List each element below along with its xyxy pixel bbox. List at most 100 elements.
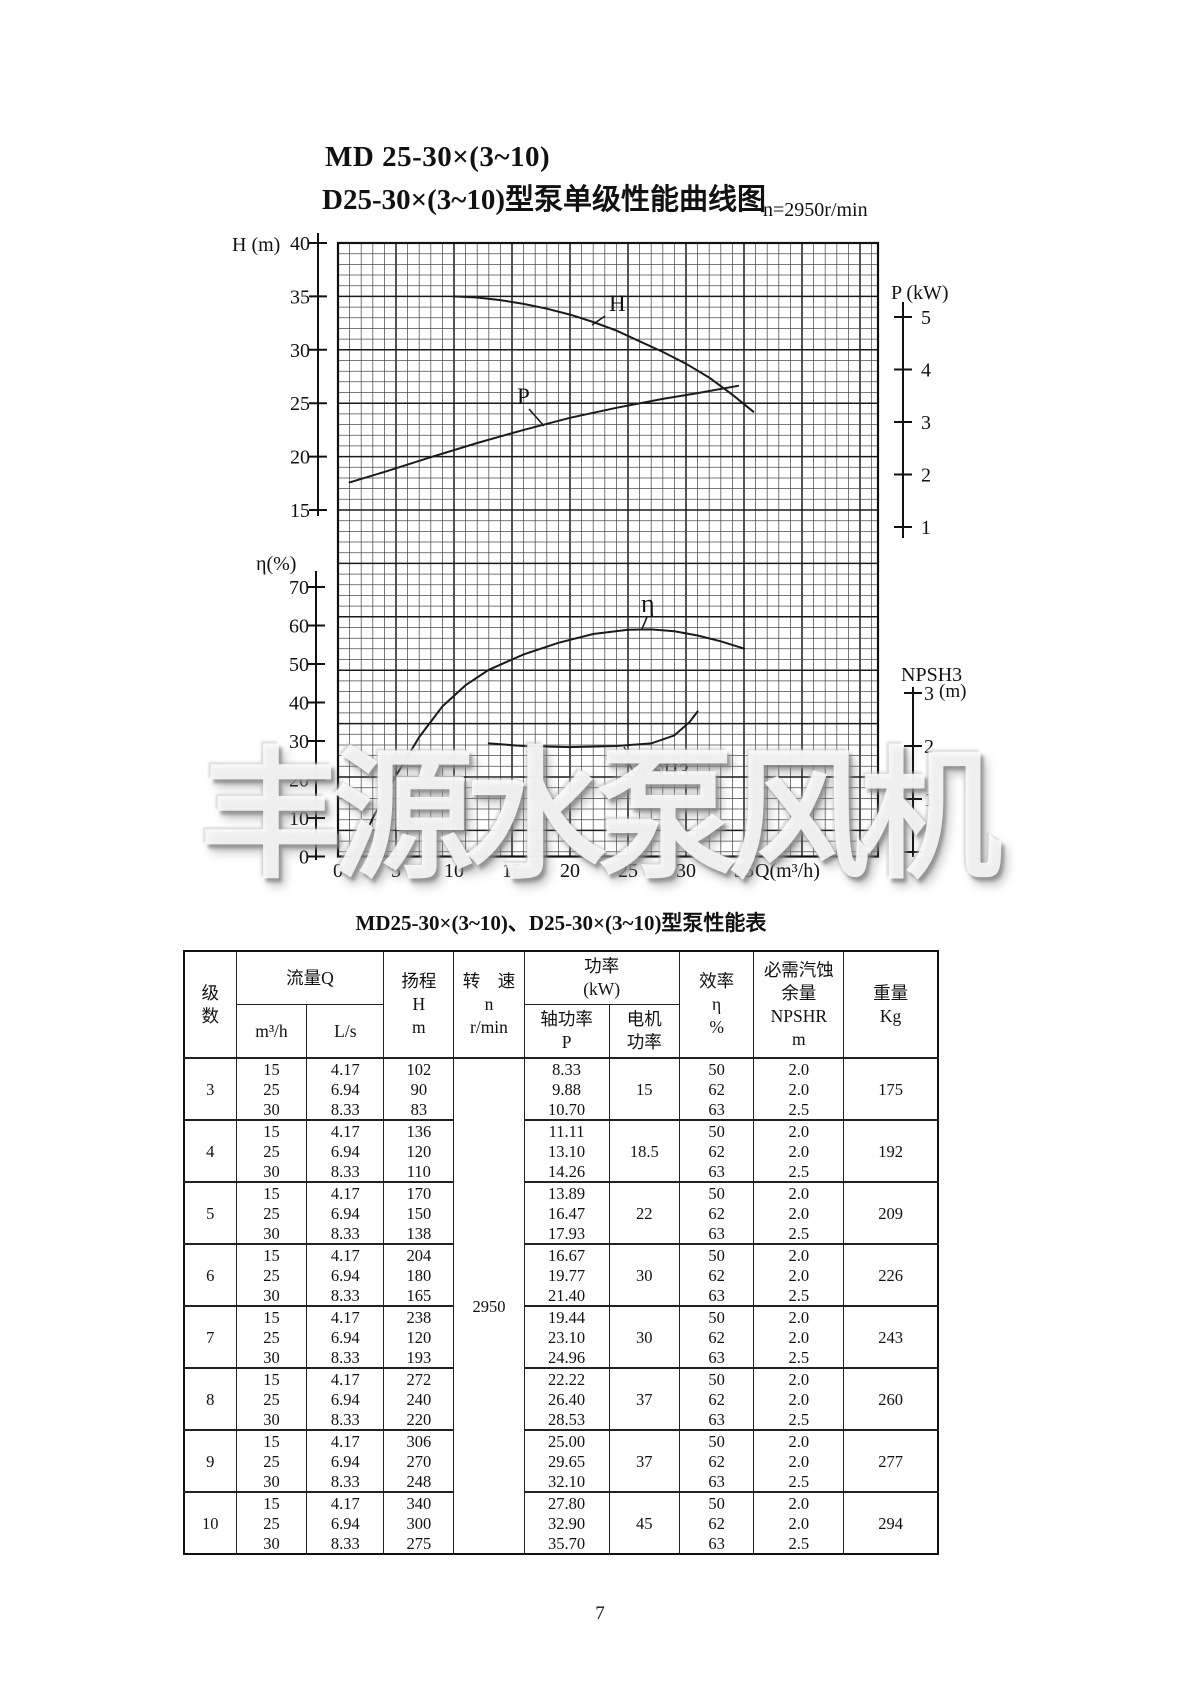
q-tick-label: 20: [560, 860, 580, 882]
curve-label-η: η: [641, 589, 655, 618]
flow-m3h-cell: 15: [235, 1243, 308, 1266]
efficiency-cell: 62: [678, 1389, 755, 1410]
flow-ls-cell: 4.17: [306, 1367, 385, 1390]
col-header-power_motor: 电机 功率: [608, 1004, 680, 1059]
shaft-power-cell: 22.22: [523, 1367, 610, 1390]
table-row: 9 15 4.17 306 25.00 37 50 2.0 277: [183, 1429, 939, 1493]
P-tick-label: 5: [921, 307, 931, 329]
eta-tick-label: 0: [299, 847, 309, 869]
table-row: 10 15 4.17 340 27.80 45 50 2.0 294: [183, 1491, 939, 1555]
head-cell: 193: [383, 1347, 455, 1369]
head-cell: 102: [383, 1057, 455, 1080]
col-header-weight: 重量 Kg: [843, 950, 939, 1059]
table-row: 25 6.94 240 26.40 62 2.0: [184, 1389, 938, 1410]
table-title: MD25-30×(3~10)、D25-30×(3~10)型泵性能表: [355, 911, 767, 935]
motor-power-cell: 15: [608, 1057, 680, 1121]
chart-title-line2: D25-30×(3~10)型泵单级性能曲线图: [322, 184, 767, 216]
curve-label-leader: [623, 746, 634, 762]
col-header-stage: 级 数: [183, 950, 237, 1059]
npshr-cell: 2.0: [753, 1141, 845, 1162]
q-tick-label: 30: [676, 860, 696, 882]
table-row: 25 6.94 180 19.77 62 2.0: [184, 1265, 938, 1286]
q-tick-label: 5: [391, 860, 401, 882]
npshr-cell: 2.0: [753, 1305, 845, 1328]
table-row: 25 6.94 300 32.90 62 2.0: [184, 1513, 938, 1534]
efficiency-cell: 50: [678, 1243, 755, 1266]
flow-ls-cell: 8.33: [306, 1409, 385, 1431]
H-tick-label: 20: [290, 447, 310, 469]
H-tick-label: 40: [290, 233, 310, 255]
npshr-cell: 2.5: [753, 1223, 845, 1245]
q-tick-label: 10: [444, 860, 464, 882]
flow-m3h-cell: 15: [235, 1057, 308, 1080]
shaft-power-cell: 14.26: [523, 1161, 610, 1183]
eta-axis-title: η(%): [256, 553, 296, 575]
flow-ls-cell: 8.33: [306, 1285, 385, 1307]
curve-label-leader: [528, 408, 545, 427]
curve-NPSH3: [487, 710, 699, 749]
flow-m3h-cell: 30: [235, 1347, 308, 1369]
flow-m3h-cell: 25: [235, 1265, 308, 1286]
page-number: 7: [595, 1603, 605, 1624]
col-header-efficiency: 效率 η %: [678, 950, 755, 1059]
shaft-power-cell: 21.40: [523, 1285, 610, 1307]
P-axis: 5 4 3 2 1 P (kW): [891, 282, 949, 539]
stage-cell: 5: [183, 1181, 237, 1245]
speed-note: n=2950r/min: [763, 199, 868, 221]
weight-cell: 277: [843, 1429, 939, 1493]
shaft-power-cell: 28.53: [523, 1409, 610, 1431]
H-axis: 40 35 30 25 20 15 H (m): [232, 233, 327, 522]
npshr-cell: 2.5: [753, 1409, 845, 1431]
head-cell: 110: [383, 1161, 455, 1183]
shaft-power-cell: 19.44: [523, 1305, 610, 1328]
q-tick-label: 35: [734, 860, 754, 882]
speed-cell: 2950: [453, 1057, 525, 1555]
flow-ls-cell: 6.94: [306, 1513, 385, 1534]
stage-cell: 9: [183, 1429, 237, 1493]
flow-m3h-cell: 30: [235, 1099, 308, 1121]
q-tick-label: 25: [618, 860, 638, 882]
flow-m3h-cell: 15: [235, 1119, 308, 1142]
efficiency-cell: 50: [678, 1057, 755, 1080]
npshr-cell: 2.0: [753, 1203, 845, 1224]
efficiency-cell: 63: [678, 1161, 755, 1183]
flow-ls-cell: 6.94: [306, 1141, 385, 1162]
weight-cell: 226: [843, 1243, 939, 1307]
H-axis-title: H (m): [232, 234, 280, 256]
shaft-power-cell: 10.70: [523, 1099, 610, 1121]
flow-ls-cell: 8.33: [306, 1161, 385, 1183]
flow-ls-cell: 8.33: [306, 1347, 385, 1369]
col-header-power: 功率 (kW): [523, 950, 680, 1006]
col-header-flow_m3h: m³/h: [235, 1004, 308, 1059]
efficiency-cell: 62: [678, 1451, 755, 1472]
head-cell: 275: [383, 1533, 455, 1555]
efficiency-cell: 50: [678, 1491, 755, 1514]
efficiency-cell: 50: [678, 1305, 755, 1328]
npshr-cell: 2.0: [753, 1057, 845, 1080]
head-cell: 165: [383, 1285, 455, 1307]
table-row: 25 6.94 120 23.10 62 2.0: [184, 1327, 938, 1348]
head-cell: 238: [383, 1305, 455, 1328]
q-tick-label: 0: [333, 860, 343, 882]
shaft-power-cell: 24.96: [523, 1347, 610, 1369]
flow-ls-cell: 6.94: [306, 1327, 385, 1348]
P-tick-label: 2: [921, 465, 931, 487]
table-row: 25 6.94 150 16.47 62 2.0: [184, 1203, 938, 1224]
eta-tick-label: 20: [289, 770, 309, 792]
weight-cell: 260: [843, 1367, 939, 1431]
stage-cell: 3: [183, 1057, 237, 1121]
flow-ls-cell: 6.94: [306, 1265, 385, 1286]
npshr-cell: 2.0: [753, 1265, 845, 1286]
weight-cell: 243: [843, 1305, 939, 1369]
table-row: 30 8.33 220 28.53 63 2.5: [184, 1409, 938, 1431]
head-cell: 340: [383, 1491, 455, 1514]
table-row: 25 6.94 90 9.88 62 2.0: [184, 1079, 938, 1100]
npsh-tick-label: 1: [924, 789, 934, 811]
weight-cell: 175: [843, 1057, 939, 1121]
P-tick-label: 4: [921, 360, 931, 382]
shaft-power-cell: 16.47: [523, 1203, 610, 1224]
npsh-axis: 3 2 1 0 NPSH3(m): [901, 664, 966, 864]
head-cell: 90: [383, 1079, 455, 1100]
npshr-cell: 2.0: [753, 1119, 845, 1142]
shaft-power-cell: 13.89: [523, 1181, 610, 1204]
